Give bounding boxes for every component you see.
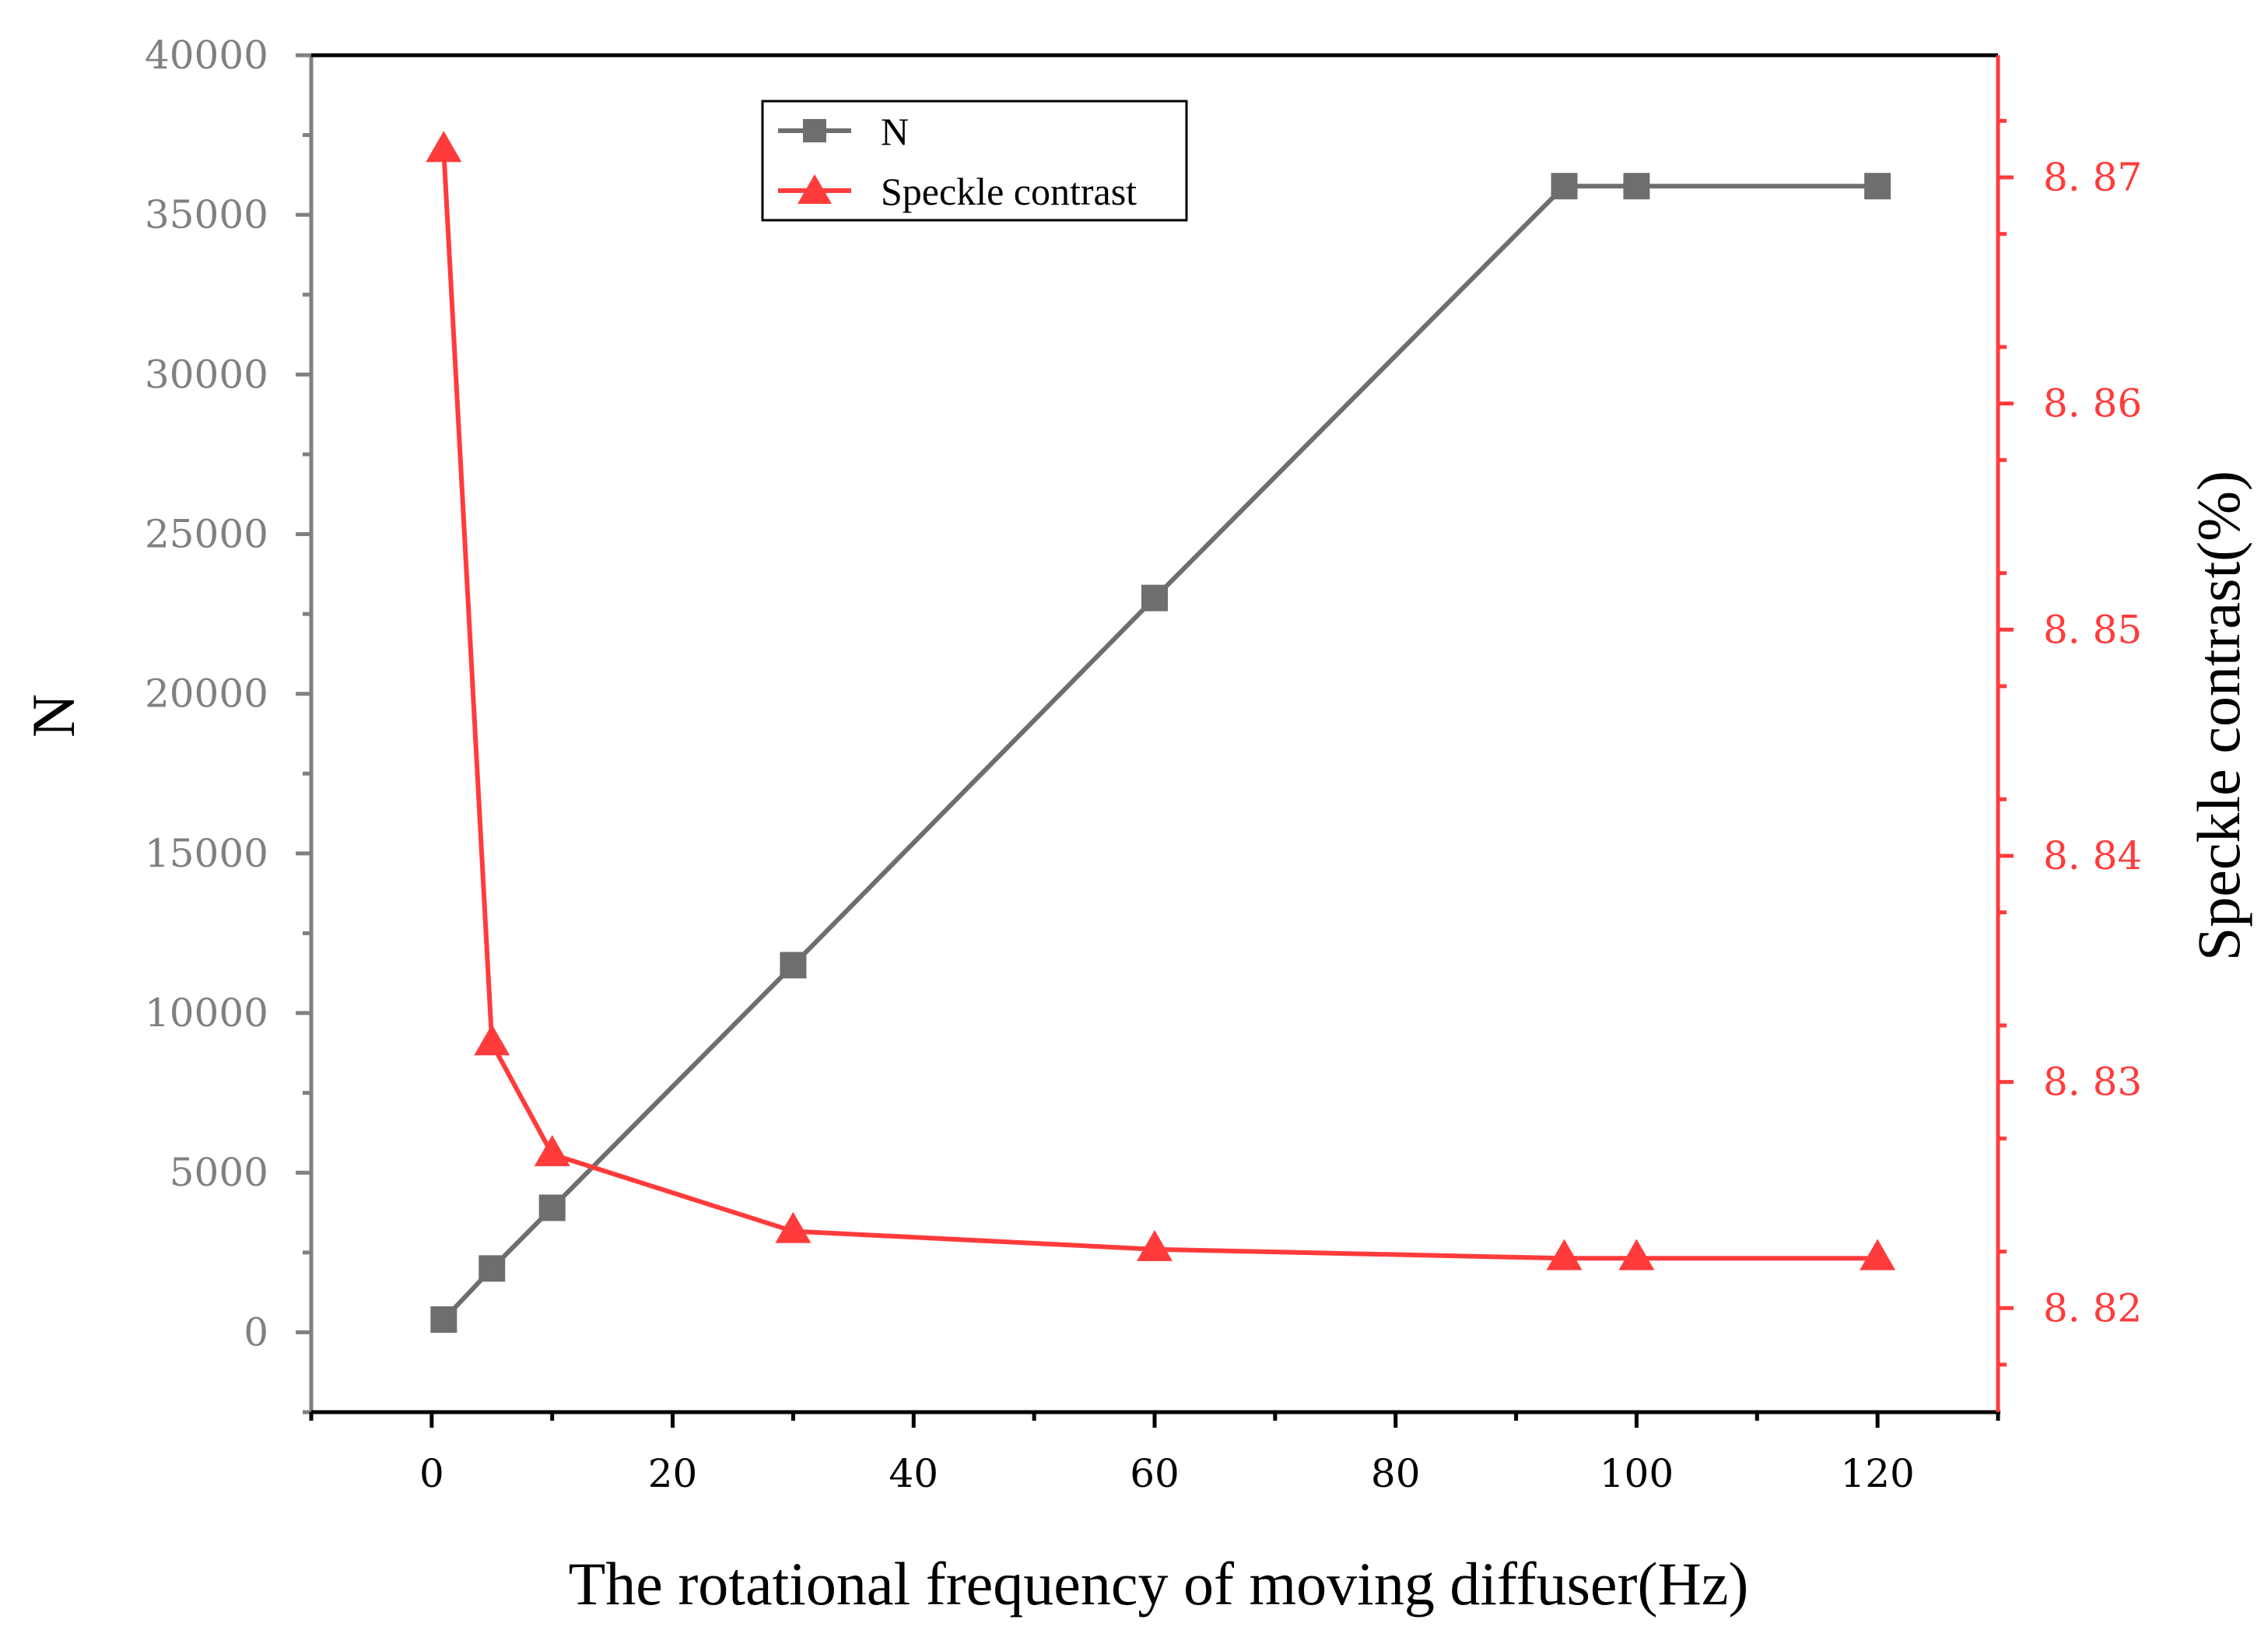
legend-label-speckle-contrast: Speckle contrast bbox=[881, 170, 1137, 213]
legend-box bbox=[761, 100, 1188, 222]
y-tick-label-right: 8. 83 bbox=[2043, 1060, 2142, 1105]
y-tick-label-left: 0 bbox=[244, 1309, 268, 1355]
data-point-n bbox=[430, 1306, 457, 1333]
data-point-speckle-contrast bbox=[1546, 1239, 1583, 1271]
y-axis-title-left: N bbox=[19, 694, 87, 738]
x-tick-label: 80 bbox=[1371, 1451, 1421, 1496]
data-point-n bbox=[1864, 173, 1891, 200]
data-point-speckle-contrast bbox=[1618, 1239, 1655, 1271]
y-tick-label-right: 8. 86 bbox=[2043, 381, 2142, 426]
y-tick-label-right: 8. 82 bbox=[2043, 1285, 2142, 1330]
series-line-n bbox=[442, 184, 1878, 1322]
y-axis-title-right: Speckle contrast(%) bbox=[2185, 471, 2252, 961]
data-point-speckle-contrast bbox=[1860, 1239, 1896, 1271]
series-layer bbox=[426, 131, 1896, 1333]
x-axis-title: The rotational frequency of moving diffu… bbox=[569, 1550, 1749, 1618]
y-tick-label-left: 25000 bbox=[145, 512, 268, 557]
legend-speckle-marker bbox=[797, 174, 832, 204]
legend-n-marker bbox=[803, 119, 826, 142]
data-point-n bbox=[538, 1194, 566, 1222]
y-tick-label-right: 8. 84 bbox=[2043, 833, 2142, 878]
data-point-n bbox=[1623, 173, 1650, 200]
legend: N Speckle contrast bbox=[761, 100, 1188, 222]
x-tick-label: 0 bbox=[419, 1451, 444, 1496]
data-point-speckle-contrast bbox=[474, 1024, 510, 1056]
y-tick-label-left: 35000 bbox=[145, 192, 268, 237]
y-tick-label-left: 30000 bbox=[145, 352, 268, 397]
y-tick-label-left: 20000 bbox=[145, 671, 268, 717]
y-tick-label-left: 5000 bbox=[170, 1150, 268, 1195]
data-point-speckle-contrast bbox=[775, 1211, 812, 1243]
data-point-n bbox=[1141, 584, 1168, 612]
y-tick-label-right: 8. 87 bbox=[2043, 155, 2142, 200]
x-tick-label: 40 bbox=[889, 1451, 938, 1496]
y-tick-label-right: 8. 85 bbox=[2043, 607, 2142, 652]
axes: 0 5000 10000 15000 20000 25000 30000 35000 40000… bbox=[145, 33, 2142, 1496]
legend-label-n: N bbox=[881, 110, 909, 153]
y-tick-label-left: 10000 bbox=[145, 990, 268, 1036]
x-tick-label: 60 bbox=[1130, 1451, 1180, 1496]
data-point-n bbox=[780, 952, 807, 979]
series-line-speckle-contrast bbox=[441, 149, 1878, 1261]
data-point-speckle-contrast bbox=[534, 1134, 570, 1166]
x-tick-label: 20 bbox=[648, 1451, 698, 1496]
data-point-speckle-contrast bbox=[426, 131, 462, 163]
y-tick-label-left: 40000 bbox=[145, 33, 268, 78]
data-point-n bbox=[478, 1255, 506, 1282]
x-tick-label: 120 bbox=[1840, 1451, 1914, 1496]
data-point-speckle-contrast bbox=[1137, 1229, 1173, 1261]
y-tick-label-left: 15000 bbox=[145, 831, 268, 876]
data-point-n bbox=[1551, 173, 1578, 200]
x-tick-label: 100 bbox=[1600, 1451, 1674, 1496]
